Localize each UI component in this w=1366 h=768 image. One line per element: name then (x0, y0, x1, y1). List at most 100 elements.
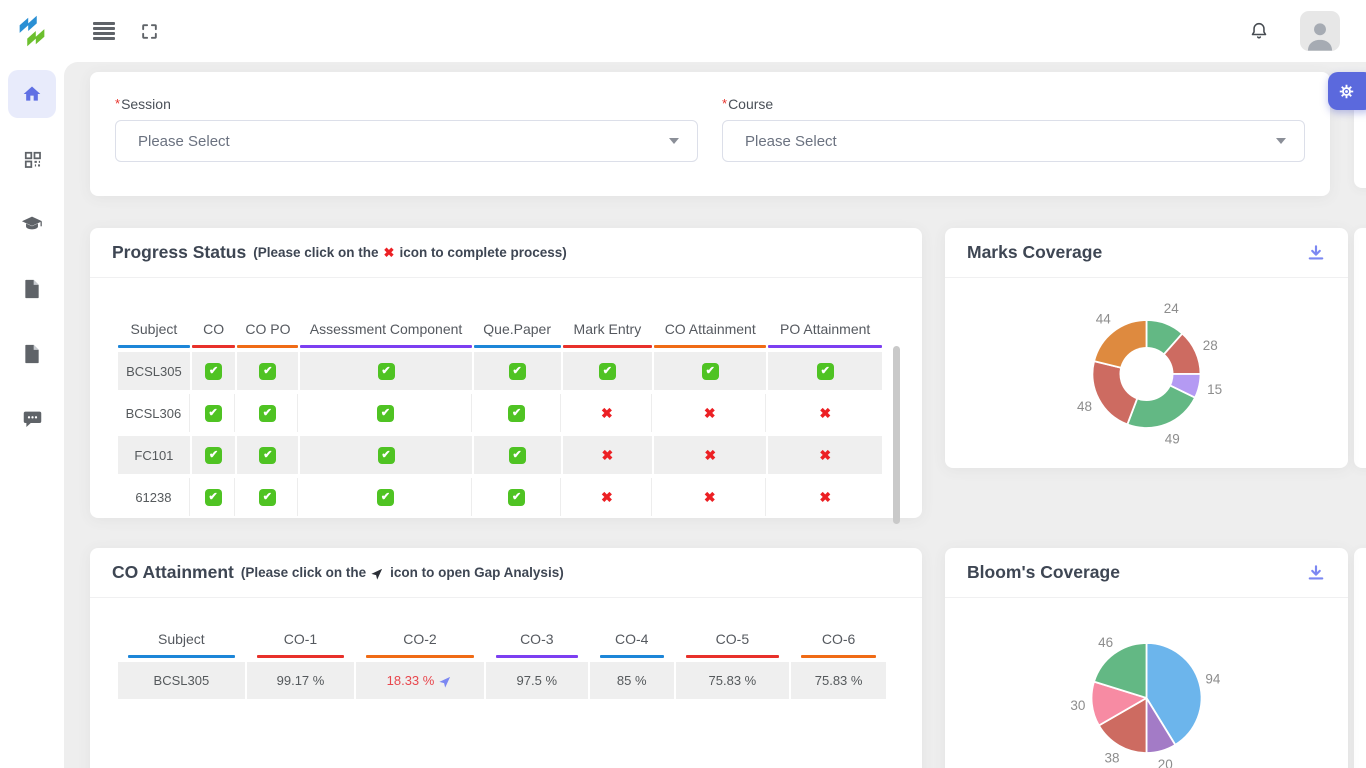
user-avatar[interactable] (1300, 11, 1340, 51)
column-header: PO Attainment (768, 294, 882, 348)
session-select[interactable]: Please Select (115, 120, 698, 162)
table-row: BCSL305 99.17 % 18.33 % 97.5 % 85 % 75.8… (118, 662, 886, 699)
status-icon[interactable] (654, 436, 767, 474)
subject-cell: BCSL306 (118, 394, 190, 432)
gap-arrow-icon (371, 568, 383, 580)
slice-value-label: 44 (1096, 311, 1112, 326)
gap-analysis-arrow-icon[interactable] (436, 671, 456, 691)
slice-value-label: 30 (1070, 698, 1085, 713)
status-icon[interactable] (473, 478, 561, 516)
sidebar (0, 62, 64, 768)
marks-coverage-card: Marks Coverage 24 28 15 49 48 44 (945, 228, 1348, 468)
co-attainment-table: Subject CO-1 CO-2 CO-3 (90, 598, 922, 699)
status-icon[interactable] (562, 394, 653, 432)
status-icon[interactable] (237, 394, 299, 432)
column-header: CO PO (237, 294, 299, 348)
pie-slice[interactable] (1097, 697, 1148, 754)
co-attainment-note: (Please click on the icon to open Gap An… (241, 565, 564, 580)
qr-grid-icon (24, 151, 41, 168)
subject-cell: 61238 (118, 478, 190, 516)
graduation-cap-icon (21, 216, 43, 230)
subject-cell: BCSL305 (118, 662, 245, 699)
progress-status-title: Progress Status (112, 242, 247, 262)
download-icon[interactable] (1306, 563, 1326, 583)
sidebar-item-academics[interactable] (8, 200, 56, 248)
column-header: CO (191, 294, 236, 348)
status-icon[interactable] (300, 394, 472, 432)
table-row: BCSL306 (118, 394, 882, 432)
status-icon[interactable] (768, 352, 882, 390)
status-icon[interactable] (191, 436, 236, 474)
marks-coverage-title: Marks Coverage (967, 242, 1103, 262)
column-header: CO-3 (486, 626, 588, 658)
status-icon[interactable] (300, 478, 472, 516)
co4-value: 85 % (589, 662, 674, 699)
table-row: FC101 (118, 436, 882, 474)
column-header: Subject (118, 626, 245, 658)
table-scrollbar[interactable] (893, 346, 900, 524)
course-field: *Course Please Select (722, 96, 1305, 196)
app-logo[interactable] (0, 12, 64, 50)
download-icon[interactable] (1306, 243, 1326, 263)
course-select[interactable]: Please Select (722, 120, 1305, 162)
progress-status-header: Progress Status (Please click on the ✖ i… (90, 228, 922, 278)
marks-coverage-header: Marks Coverage (945, 228, 1348, 278)
chevron-down-icon (669, 138, 679, 144)
co2-value: 18.33 % (356, 662, 484, 699)
co-attainment-header: CO Attainment (Please click on the icon … (90, 548, 922, 598)
status-icon[interactable] (654, 478, 767, 516)
sidebar-item-documents[interactable] (8, 330, 56, 378)
status-icon[interactable] (191, 478, 236, 516)
status-icon[interactable] (473, 352, 561, 390)
status-icon[interactable] (768, 394, 882, 432)
fullscreen-icon[interactable] (140, 22, 159, 41)
status-icon[interactable] (300, 352, 472, 390)
sidebar-item-modules[interactable] (8, 135, 56, 183)
status-icon[interactable] (237, 436, 299, 474)
sidebar-item-home[interactable] (8, 70, 56, 118)
status-icon[interactable] (654, 352, 767, 390)
status-icon[interactable] (768, 478, 882, 516)
chat-icon (23, 411, 41, 427)
pie-slice[interactable] (1093, 642, 1148, 699)
status-icon[interactable] (768, 436, 882, 474)
progress-table: Subject CO CO PO Assessment Comp (90, 278, 922, 524)
menu-icon[interactable] (92, 22, 116, 40)
status-icon[interactable] (237, 478, 299, 516)
status-icon[interactable] (300, 436, 472, 474)
status-icon[interactable] (237, 352, 299, 390)
status-icon[interactable] (562, 436, 653, 474)
file-icon (25, 279, 39, 299)
slice-value-label: 15 (1207, 382, 1222, 397)
blooms-coverage-header: Bloom's Coverage (945, 548, 1348, 598)
slice-value-label: 24 (1164, 301, 1180, 316)
app-logo-icon (19, 15, 45, 47)
person-icon (1307, 23, 1333, 51)
status-icon[interactable] (191, 352, 236, 390)
sidebar-item-reports[interactable] (8, 265, 56, 313)
co-table-header: Subject CO-1 CO-2 CO-3 (118, 626, 886, 658)
status-icon[interactable] (562, 352, 653, 390)
column-header: CO-5 (676, 626, 790, 658)
settings-button[interactable] (1328, 72, 1366, 110)
status-icon[interactable] (654, 394, 767, 432)
column-header: CO-2 (356, 626, 483, 658)
status-icon[interactable] (473, 394, 561, 432)
status-icon[interactable] (473, 436, 561, 474)
course-select-value: Please Select (745, 132, 837, 150)
status-icon[interactable] (191, 394, 236, 432)
home-icon (23, 86, 41, 101)
status-icon[interactable] (562, 478, 653, 516)
column-header: Assessment Component (300, 294, 472, 348)
column-header: Mark Entry (562, 294, 653, 348)
bell-icon[interactable] (1248, 20, 1270, 42)
slice-value-label: 38 (1104, 750, 1119, 765)
subject-cell: FC101 (118, 436, 190, 474)
offscreen-card-sliver (1354, 88, 1366, 188)
marks-coverage-chart: 24 28 15 49 48 44 (945, 278, 1348, 471)
main-content: *Session Please Select *Course Please Se… (64, 62, 1366, 768)
file-icon (25, 344, 39, 364)
sidebar-item-feedback[interactable] (8, 395, 56, 443)
blooms-coverage-card: Bloom's Coverage 94 20 38 30 46 (945, 548, 1348, 768)
table-row: 61238 (118, 478, 882, 516)
